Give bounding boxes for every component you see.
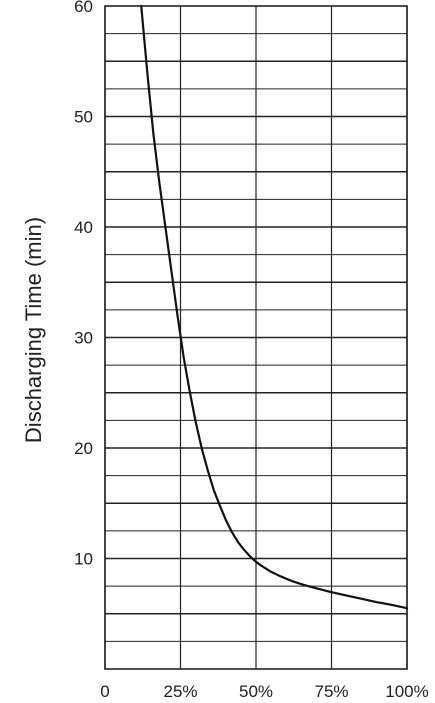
y-tick-label: 60	[74, 0, 93, 16]
x-tick-label: 75%	[314, 682, 348, 701]
y-axis-title: Discharging Time (min)	[21, 217, 46, 443]
grid	[104, 5, 408, 670]
x-tick-labels: 0 25% 50% 75% 100%	[100, 682, 428, 701]
series-line	[140, 4, 409, 610]
y-tick-label: 50	[74, 108, 93, 127]
y-tick-label: 40	[74, 218, 93, 237]
series-layer	[140, 4, 409, 610]
x-tick-label: 100%	[385, 682, 428, 701]
y-tick-labels: 10 20 30 40 50 60	[74, 0, 93, 569]
y-tick-label: 30	[74, 329, 93, 348]
x-tick-label: 50%	[239, 682, 273, 701]
y-tick-label: 20	[74, 439, 93, 458]
y-tick-label: 10	[74, 550, 93, 569]
plot-frame	[104, 5, 408, 670]
x-tick-label: 25%	[163, 682, 197, 701]
x-tick-label: 0	[100, 682, 109, 701]
